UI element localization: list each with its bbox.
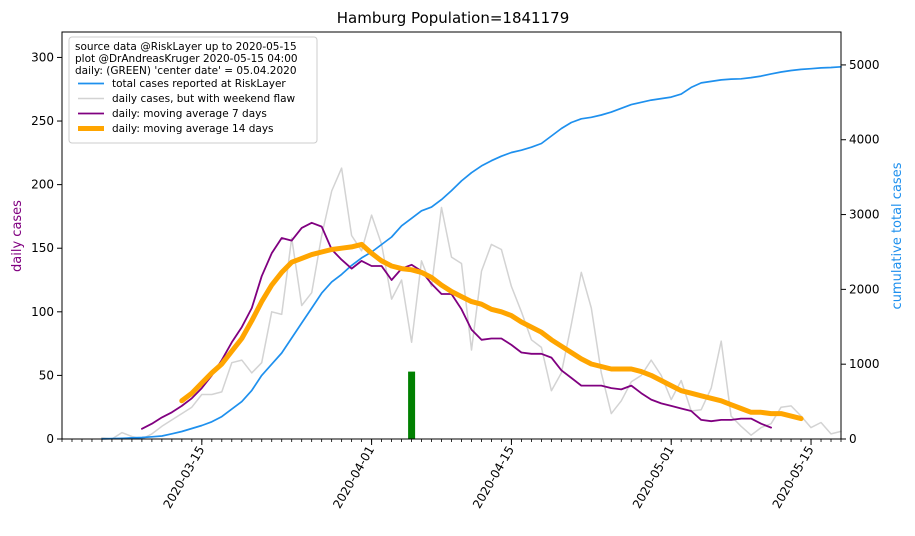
right-tick-label: 0: [849, 432, 857, 446]
x-axis: 2020-03-15 2020-04-01 2020-04-15 2020-05-01…: [61, 439, 842, 511]
series-line-daily-moving-average-14-days: [179, 241, 804, 422]
left-tick-label: 250: [31, 114, 54, 128]
y-axis-label-left: daily cases: [10, 200, 25, 272]
right-tick-label: 2000: [849, 282, 880, 296]
legend-header-line-2: plot @DrAndreasKruger 2020-05-15 04:00: [75, 53, 298, 65]
right-tick-label: 3000: [849, 208, 880, 222]
left-y-axis: 0 50 100 150 200 250 300: [31, 50, 62, 446]
right-tick-label: 4000: [849, 133, 880, 147]
x-tick-label: 2020-05-15: [770, 444, 817, 511]
plot-area: [101, 65, 842, 440]
left-tick-label: 50: [39, 368, 54, 382]
legend-header-line-1: source data @RiskLayer up to 2020-05-15: [75, 41, 297, 53]
legend-box: [68, 36, 318, 144]
left-tick-label: 0: [46, 432, 54, 446]
y-axis-label-right: cumulative total cases: [890, 162, 905, 309]
left-tick-label: 100: [31, 305, 54, 319]
legend-entries: total cases reported at RiskLayer daily c…: [78, 78, 296, 135]
x-tick-label: 2020-04-15: [470, 444, 517, 511]
series-line-daily-cases-but-with-weekend-flaw: [101, 167, 842, 440]
series-line-daily-moving-average-7-days: [140, 221, 772, 430]
x-tick-label: 2020-03-15: [160, 444, 207, 511]
right-tick-label: 1000: [849, 357, 880, 371]
x-tick-label: 2020-04-01: [330, 444, 377, 511]
legend: source data @RiskLayer up to 2020-05-15 …: [68, 36, 318, 144]
legend-label-daily-cases-but-with-weekend-flaw: daily cases, but with weekend flaw: [112, 93, 296, 105]
right-y-axis: 0 1000 2000 3000 4000 5000: [841, 58, 880, 446]
series-line-total-cases-reported-at-risklayer: [101, 65, 842, 440]
left-tick-label: 200: [31, 178, 54, 192]
right-tick-label: 5000: [849, 58, 880, 72]
center-date-bar: [408, 371, 416, 439]
chart-title: Hamburg Population=1841179: [337, 9, 570, 27]
legend-label-daily-moving-average-7-days: daily: moving average 7 days: [112, 108, 267, 120]
left-tick-label: 150: [31, 241, 54, 255]
legend-label-total-cases-reported-at-risklayer: total cases reported at RiskLayer: [112, 78, 286, 90]
x-tick-label: 2020-05-01: [630, 444, 677, 511]
legend-label-daily-moving-average-14-days: daily: moving average 14 days: [112, 123, 274, 135]
legend-header-line-3: daily: (GREEN) 'center date' = 05.04.202…: [75, 65, 297, 77]
left-tick-label: 300: [31, 50, 54, 64]
